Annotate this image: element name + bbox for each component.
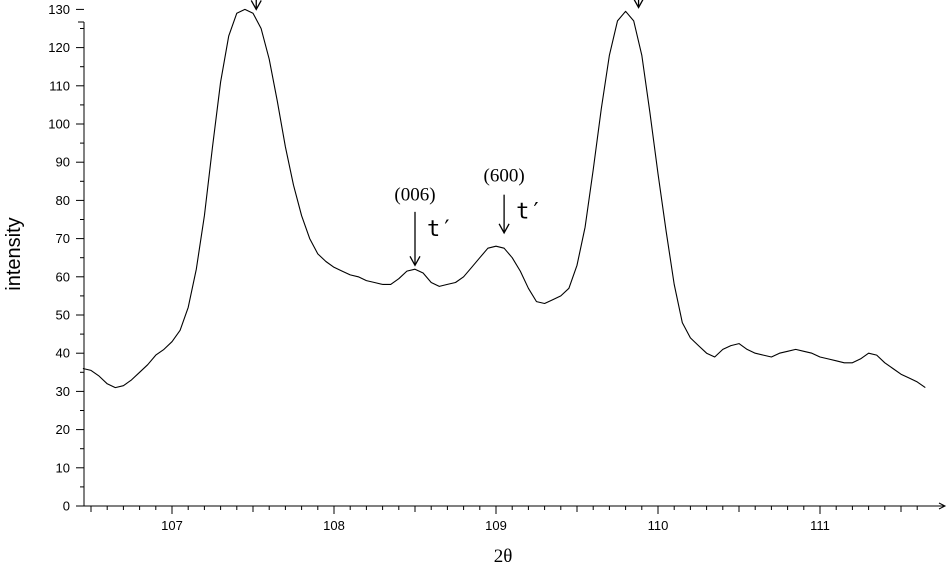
x-tick-label: 111 (810, 518, 830, 533)
annotation-layer: (006)t (006) t′ (600) t′ (600)t (250, 0, 644, 267)
series-layer (82, 8, 926, 389)
axes: 0102030405060708090100110120130140107108… (48, 2, 947, 533)
series-line (82, 8, 926, 389)
y-tick-label: 0 (63, 499, 70, 514)
x-axis-title: 2θ (494, 546, 513, 567)
y-tick-label: 50 (56, 308, 70, 323)
x-tick-label: 107 (161, 518, 183, 533)
peak-annotation: (600) t′ (484, 165, 543, 235)
annotation-arrowhead (250, 0, 262, 11)
annotation-miller-index: (006) (394, 184, 435, 205)
x-axis-arrow (938, 502, 947, 510)
annotation-arrowhead (633, 0, 644, 9)
x-tick-label: 109 (485, 518, 507, 533)
annotation-miller-index: (600) (484, 165, 525, 186)
y-tick-label: 30 (56, 384, 70, 399)
annotation-arrowhead (498, 223, 510, 235)
y-axis-title: intensity (3, 217, 25, 290)
y-tick-label: 70 (56, 231, 70, 246)
annotation-phase: t′ (427, 217, 454, 242)
y-tick-label: 60 (56, 269, 70, 284)
x-tick-label: 110 (648, 518, 669, 533)
y-tick-label: 120 (48, 40, 70, 55)
peak-annotation: (006)t (250, 0, 262, 11)
y-tick-label: 10 (56, 460, 70, 475)
annotation-phase: t′ (516, 200, 543, 225)
x-tick-label: 108 (323, 518, 345, 533)
y-tick-label: 130 (48, 2, 70, 17)
y-tick-label: 80 (56, 193, 70, 208)
annotation-arrowhead (409, 256, 421, 267)
y-tick-label: 100 (48, 117, 70, 132)
peak-annotation: (600)t (633, 0, 644, 9)
y-tick-label: 40 (56, 346, 70, 361)
y-tick-label: 90 (56, 155, 70, 170)
peak-annotation: (006) t′ (394, 184, 454, 267)
y-tick-label: 20 (56, 422, 70, 437)
y-tick-label: 110 (49, 78, 70, 93)
